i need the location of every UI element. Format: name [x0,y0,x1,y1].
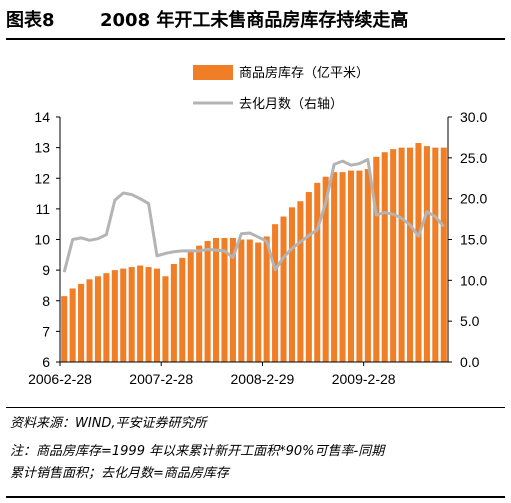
source-rule [6,407,505,408]
y-right-tick-label: 10.0 [460,272,487,288]
bar [246,239,253,362]
bar [179,257,186,363]
bar [137,265,144,362]
figure-label: 图表8 [6,10,55,31]
bar [432,147,439,363]
bar [187,251,194,362]
y-left-tick-label: 14 [34,109,50,125]
bar [407,147,414,363]
bar [356,170,363,362]
bar [213,237,220,362]
bar-series [61,143,447,363]
bar [170,264,177,362]
legend-swatch-bar [193,65,233,80]
source-text: 资料来源：WIND,平安证券研究所 [10,416,207,431]
legend-label-bar: 商品房库存（亿平米） [239,65,369,81]
bar [263,236,270,362]
bar [204,241,211,362]
chart: 6 7 8 9 10 11 12 13 14 0.0 5.0 10.0 15.0 20.0 25.0 30.0… [28,65,487,387]
bar [69,288,76,362]
note-line-2: 累计销售面积；去化月数=商品房库存 [10,466,229,481]
bar [196,245,203,362]
bar [103,273,110,362]
note-line-1: 注：商品房库存=1999 年以来累计新开工面积*90%可售率-同期 [10,444,385,459]
bar [255,242,262,362]
bar [221,237,228,362]
y-right-tick-label: 20.0 [460,191,487,207]
y-right-tick-label: 30.0 [460,109,487,125]
bar [415,143,422,362]
y-left-tick-label: 9 [42,262,50,278]
bar [331,172,338,362]
bar [229,237,236,362]
bar [111,270,118,363]
line-series [62,157,445,273]
y-right-tick-label: 15.0 [460,232,487,248]
x-tick-label: 2008-2-29 [231,371,295,387]
y-left-tick-label: 8 [42,293,50,309]
bar [78,283,85,362]
bar [322,176,329,362]
bar [440,147,447,363]
top-rule [6,38,505,40]
bar [339,172,346,362]
x-tick-label: 2006-2-28 [28,371,92,387]
bar [364,169,371,362]
legend-label-line: 去化月数（右轴） [239,97,343,112]
bar [288,207,295,362]
x-tick-label: 2007-2-28 [129,371,193,387]
x-tick-label: 2009-2-28 [332,371,396,387]
bar [94,276,101,362]
y-left-tick-label: 10 [34,232,50,248]
y-left-tick-label: 13 [34,140,50,156]
figure-header: 图表8 2008 年开工未售商品房库存持续走高 [6,4,505,34]
y-left-tick-label: 7 [42,323,50,339]
bar [305,192,312,362]
bar [423,146,430,362]
bar [145,267,152,362]
bar [347,170,355,362]
bar [381,152,388,362]
bottom-rule [6,496,505,498]
bar [272,224,279,362]
figure-title: 2008 年开工未售商品房库存持续走高 [100,10,409,31]
note-text: 注：商品房库存=1999 年以来累计新开工面积*90%可售率-同期 累计销售面积… [10,441,505,485]
bar [61,296,68,362]
axes: 6 7 8 9 10 11 12 13 14 0.0 5.0 10.0 15.0 20.0 25.0 30.0… [28,109,487,387]
bar [238,239,245,362]
y-right-tick-label: 0.0 [460,354,480,370]
bar [162,276,169,362]
bar [373,156,380,362]
bar [153,268,161,362]
y-left-tick-label: 6 [42,354,50,370]
bar [128,267,135,362]
y-left-tick-label: 11 [35,201,50,217]
bar [297,201,304,362]
y-right-tick-label: 5.0 [460,313,480,329]
bar [398,147,405,363]
legend: 商品房库存（亿平米） 去化月数（右轴） [193,65,369,112]
bar [314,182,321,362]
bar [390,149,397,362]
bar [280,216,287,362]
y-right-tick-label: 25.0 [460,150,487,166]
bar [120,268,127,362]
bar [86,279,93,362]
y-left-tick-label: 12 [34,170,50,186]
